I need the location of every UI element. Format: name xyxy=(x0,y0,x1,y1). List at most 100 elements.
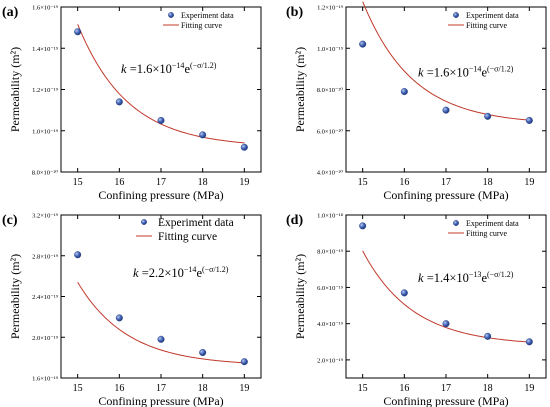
y-tick-label: 4.0×10⁻²⁰ xyxy=(317,170,344,177)
data-point xyxy=(115,98,123,106)
y-tick-label: 1.4×10⁻¹⁹ xyxy=(32,46,59,53)
fit-equation-exp2: (−σ/1.2) xyxy=(190,61,217,70)
y-axis-label: Permeability (m²) xyxy=(8,47,22,132)
y-axis-label: Permeability (m²) xyxy=(293,47,307,132)
y-tick-label: 2.0×10⁻¹⁹ xyxy=(317,357,344,364)
x-tick-label: 15 xyxy=(358,383,368,394)
plot-frame xyxy=(60,6,262,173)
y-axis-label: Permeability (m²) xyxy=(293,254,307,339)
data-point xyxy=(442,320,450,328)
y-tick-label: 4.0×10⁻¹⁹ xyxy=(317,321,344,328)
fit-equation: k =2.2×10−14e(−σ/1.2) xyxy=(133,265,229,280)
y-tick-label: 8.0×10⁻¹⁹ xyxy=(317,249,344,256)
y-tick-label: 1.0×10⁻¹⁹ xyxy=(32,128,59,135)
fit-equation-exp2: (−σ/1.2) xyxy=(487,64,514,73)
x-tick-label: 17 xyxy=(156,177,166,188)
legend-label-fitting: Fitting curve xyxy=(466,21,508,30)
fit-equation: k =1.6×10−14e(−σ/1.2) xyxy=(121,61,217,76)
x-tick-label: 17 xyxy=(156,383,166,394)
fit-equation-e: e xyxy=(481,271,487,285)
legend-label-experiment: Experiment data xyxy=(158,217,234,229)
x-tick-label: 16 xyxy=(399,383,409,394)
y-tick-label: 1.0×10⁻¹⁹ xyxy=(317,46,344,53)
y-axis-label: Permeability (m²) xyxy=(8,254,22,339)
legend: Experiment data Fitting curve xyxy=(136,217,234,243)
fit-equation: k =1.4×10−13e(−σ/1.2) xyxy=(418,270,514,285)
x-tick-label: 15 xyxy=(73,383,83,394)
data-point xyxy=(359,40,367,48)
fit-equation-exp1: −14 xyxy=(184,265,197,274)
data-point xyxy=(359,222,367,230)
y-tick-label: 8.0×10⁻²⁰ xyxy=(317,87,344,94)
x-tick-label: 18 xyxy=(483,383,493,394)
x-tick-label: 19 xyxy=(524,177,534,188)
y-tick-label: 1.6×10⁻¹⁹ xyxy=(32,5,59,12)
legend-point-marker xyxy=(453,220,459,226)
legend-label-fitting: Fitting curve xyxy=(181,21,223,30)
data-point xyxy=(400,289,408,297)
legend-label-experiment: Experiment data xyxy=(466,11,519,20)
data-point xyxy=(400,88,408,96)
legend-point-marker xyxy=(141,219,147,225)
fit-equation-e: e xyxy=(184,62,190,76)
data-point xyxy=(525,338,533,346)
x-tick-label: 15 xyxy=(358,177,368,188)
y-tick-label: 2.0×10⁻¹⁹ xyxy=(32,335,59,342)
fit-equation-prefix: k xyxy=(133,266,139,280)
data-point xyxy=(157,335,165,343)
fitting-curve xyxy=(362,1,530,121)
fit-equation-exp2: (−σ/1.2) xyxy=(202,265,229,274)
x-tick-label: 16 xyxy=(114,177,124,188)
fit-equation: k =1.6×10−14e(−σ/1.2) xyxy=(418,64,514,79)
fit-equation-prefix: k xyxy=(121,62,127,76)
y-tick-label: 2.8×10⁻¹⁹ xyxy=(32,253,59,260)
data-point xyxy=(157,116,165,124)
panel-label: (c) xyxy=(2,213,18,228)
legend-point-marker xyxy=(168,12,174,18)
fit-equation-middle: =1.6×10 xyxy=(127,62,172,76)
x-tick-label: 17 xyxy=(441,383,451,394)
data-point xyxy=(199,349,207,357)
y-tick-label: 2.4×10⁻¹⁹ xyxy=(32,294,59,301)
plot-frame xyxy=(345,6,547,173)
x-tick-label: 16 xyxy=(114,383,124,394)
fit-equation-e: e xyxy=(196,266,202,280)
y-tick-label: 1.0×10⁻¹⁸ xyxy=(317,213,344,220)
data-point xyxy=(240,143,248,151)
y-tick-label: 8.0×10⁻²⁰ xyxy=(32,170,59,177)
fit-equation-exp1: −14 xyxy=(172,61,185,70)
data-point xyxy=(442,106,450,114)
data-point xyxy=(115,314,123,322)
fit-equation-e: e xyxy=(481,65,487,79)
x-tick-label: 15 xyxy=(73,177,83,188)
x-axis-label: Confining pressure (MPa) xyxy=(383,394,508,407)
fit-equation-middle: =1.6×10 xyxy=(424,65,469,79)
x-axis-label: Confining pressure (MPa) xyxy=(98,394,223,407)
legend-label-experiment: Experiment data xyxy=(181,11,234,20)
fitting-curve xyxy=(77,24,245,144)
fitting-curve xyxy=(77,281,245,364)
x-tick-label: 19 xyxy=(524,383,534,394)
x-tick-label: 18 xyxy=(198,177,208,188)
x-tick-label: 18 xyxy=(198,383,208,394)
data-point xyxy=(484,112,492,120)
fit-equation-exp1: −14 xyxy=(469,64,482,73)
legend-label-fitting: Fitting curve xyxy=(158,231,217,243)
chart-panel-3: 15 16 17 18 19 1.6×10⁻¹⁹ 2.0×10⁻¹⁹ 2.4×10⁻¹⁹ 2.8… xyxy=(2,213,262,407)
panel-label: (b) xyxy=(286,5,303,20)
y-tick-label: 6.0×10⁻¹⁹ xyxy=(317,285,344,292)
panel-label: (a) xyxy=(2,5,19,20)
x-tick-label: 18 xyxy=(483,177,493,188)
x-tick-label: 16 xyxy=(399,177,409,188)
y-tick-label: 1.2×10⁻¹⁹ xyxy=(32,87,59,94)
data-point xyxy=(199,131,207,139)
plot-frame xyxy=(345,214,547,379)
fit-equation-middle: =1.4×10 xyxy=(424,271,469,285)
fit-equation-exp1: −13 xyxy=(469,270,482,279)
data-point xyxy=(484,332,492,340)
chart-panel-2: 15 16 17 18 19 4.0×10⁻²⁰ 6.0×10⁻²⁰ 8.0×10⁻²⁰ 1.0… xyxy=(286,1,547,202)
x-axis-label: Confining pressure (MPa) xyxy=(383,188,508,202)
data-point xyxy=(74,251,82,259)
